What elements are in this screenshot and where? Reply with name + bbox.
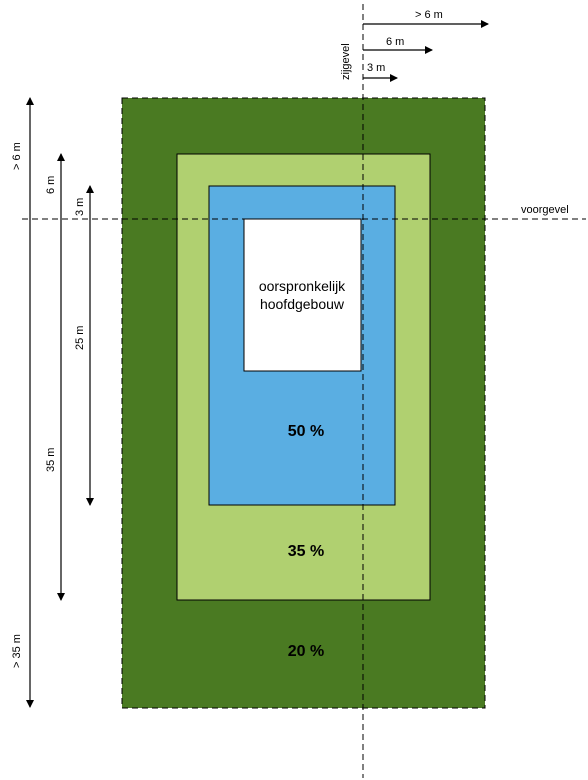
percent-50-label: 50 %	[288, 423, 324, 440]
label-gt35m-vertical: > 35 m	[11, 634, 23, 668]
percent-35-label: 35 %	[288, 543, 324, 560]
voorgevel-label: voorgevel	[521, 204, 569, 216]
core-label-line2: hoofdgebouw	[260, 296, 345, 312]
label-gt6m-horizontal: > 6 m	[415, 9, 443, 21]
label-6m-vertical: 6 m	[45, 176, 57, 194]
label-gt6m-vertical: > 6 m	[11, 142, 23, 170]
label-3m-vertical: 3 m	[74, 198, 86, 216]
core-label-line1: oorspronkelijk	[259, 278, 346, 294]
label-6m-horizontal: 6 m	[386, 36, 404, 48]
original-main-building	[243, 218, 362, 372]
zijgevel-label: zijgevel	[340, 43, 352, 80]
label-35m-vertical: 35 m	[45, 448, 57, 472]
label-3m-horizontal: 3 m	[367, 62, 385, 74]
percent-20-label: 20 %	[288, 643, 324, 660]
label-25m-vertical: 25 m	[74, 326, 86, 350]
